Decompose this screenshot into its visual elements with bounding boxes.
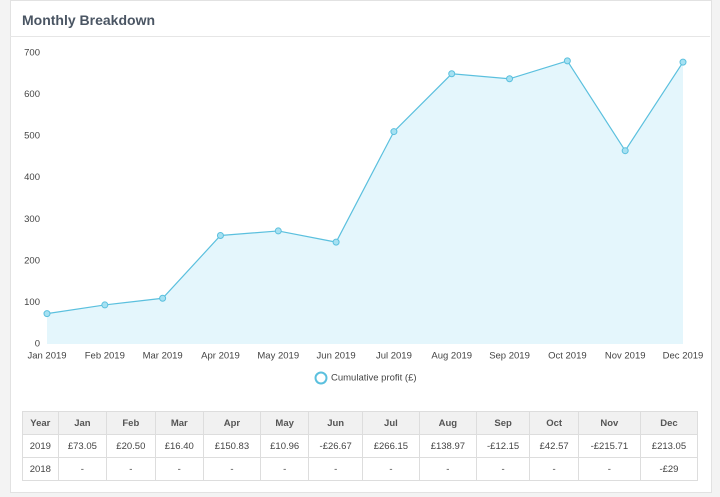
header-cell: Aug (418, 411, 477, 435)
x-tick-label: Feb 2019 (85, 351, 125, 362)
legend-symbol (314, 371, 328, 385)
table-cell: 2018 (22, 457, 59, 481)
table-row: 2018- - - - - - - - - - - -£29 (22, 457, 699, 481)
table-cell: -£12.15 (475, 434, 531, 458)
point (159, 294, 167, 302)
table-cell: - (154, 457, 204, 481)
header-cell: Jun (308, 411, 363, 435)
x-tick-label: Jan 2019 (27, 351, 66, 362)
x-tick-label: Aug 2019 (431, 351, 472, 362)
table-cell: £16.40 (154, 434, 204, 458)
area (47, 60, 683, 345)
table-cell: - (475, 457, 531, 481)
table-cell: -£26.67 (308, 434, 363, 458)
point (332, 238, 340, 246)
y-tick-label: 300 (24, 214, 40, 225)
point (621, 147, 629, 155)
table-cell: - (361, 457, 420, 481)
header-cell: Year (22, 411, 59, 435)
x-tick-label: Oct 2019 (548, 351, 587, 362)
chart: 0 100 200 300 400 500 600 700 Jan 2019 Feb 2019 Ma… (24, 48, 704, 385)
header-cell: Dec (639, 411, 699, 435)
table-cell: -£29 (639, 457, 699, 481)
y-tick-label: 100 (24, 297, 40, 308)
table-cell: £150.83 (202, 434, 261, 458)
x-tick-label: Nov 2019 (605, 351, 646, 362)
table-cell: - (529, 457, 579, 481)
header-cell: Jul (361, 411, 420, 435)
header-cell: Sep (475, 411, 531, 435)
table-cell: £73.05 (57, 434, 108, 458)
point (563, 57, 571, 65)
breakdown-table: Year Jan Feb Mar Apr May Jun Jul Aug Sep Oct Nov Dec… (22, 411, 699, 481)
header-row: Year Jan Feb Mar Apr May Jun Jul Aug Sep Oct Nov Dec (22, 411, 699, 435)
y-tick-label: 700 (24, 48, 40, 59)
point (101, 301, 109, 309)
table-cell: - (202, 457, 261, 481)
table-cell: - (259, 457, 310, 481)
point (216, 231, 224, 239)
x-tick-label: Jun 2019 (317, 351, 356, 362)
header-cell: Oct (529, 411, 579, 435)
y-tick-label: 600 (24, 89, 40, 100)
table-cell: - (577, 457, 641, 481)
header-cell: Mar (154, 411, 204, 435)
x-tick-label: Apr 2019 (201, 351, 240, 362)
x-tick-label: Mar 2019 (143, 351, 183, 362)
table-cell: £42.57 (529, 434, 579, 458)
point (274, 227, 282, 235)
x-tick-label: Jul 2019 (376, 351, 412, 362)
point (448, 70, 456, 78)
point (506, 75, 514, 83)
x-tick-label: Sep 2019 (489, 351, 530, 362)
y-tick-label: 400 (24, 172, 40, 183)
table-cell: £10.96 (259, 434, 310, 458)
panel-title: Monthly Breakdown (10, 0, 710, 37)
y-tick-label: 200 (24, 255, 40, 266)
table-row: 2019 £73.05 £20.50 £16.40 £150.83 £10.96 -£26.… (22, 434, 699, 458)
point (679, 58, 687, 66)
table-cell: £213.05 (639, 434, 699, 458)
table-cell: £266.15 (361, 434, 420, 458)
header-cell: May (259, 411, 310, 435)
header-cell: Feb (106, 411, 156, 435)
header-cell: Nov (577, 411, 641, 435)
point (43, 310, 51, 318)
line (46, 60, 684, 315)
table-cell: -£215.71 (577, 434, 641, 458)
x-tick-label: Dec 2019 (663, 351, 704, 362)
table-cell: - (106, 457, 156, 481)
y-tick-label: 0 (35, 339, 40, 350)
table-cell: - (418, 457, 477, 481)
legend-label: Cumulative profit (£) (331, 373, 417, 384)
point (390, 128, 398, 136)
table-cell: - (57, 457, 108, 481)
table-cell: £138.97 (418, 434, 477, 458)
x-tick-label: May 2019 (257, 351, 299, 362)
y-tick-label: 500 (24, 131, 40, 142)
header-cell: Jan (57, 411, 108, 435)
table-cell: 2019 (22, 434, 59, 458)
header-cell: Apr (202, 411, 261, 435)
table-cell: £20.50 (106, 434, 156, 458)
table-cell: - (308, 457, 363, 481)
